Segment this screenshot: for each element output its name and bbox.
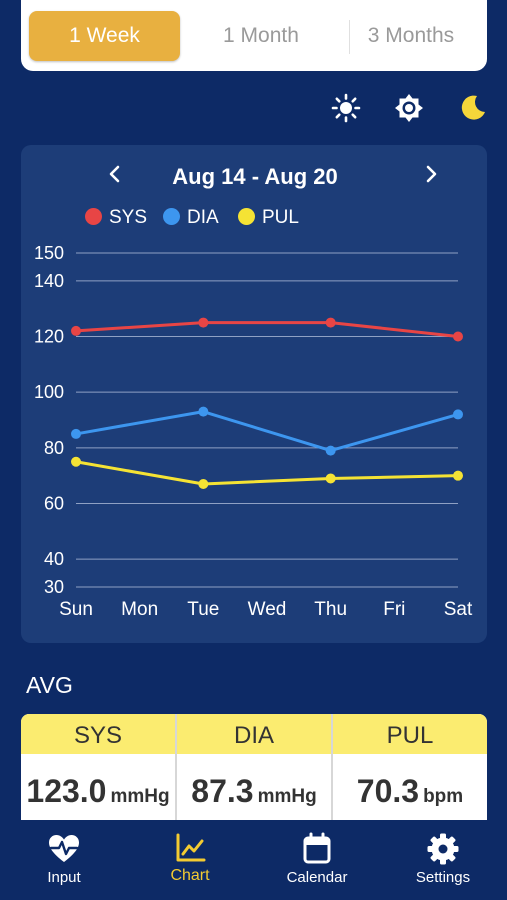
legend-sys-label: SYS (109, 207, 148, 228)
moon-icon[interactable] (458, 93, 488, 123)
nav-settings[interactable]: Settings (393, 820, 493, 900)
sun-icon[interactable] (331, 93, 361, 123)
avg-sys-value: 123.0 (26, 773, 107, 809)
avg-pul-value: 70.3 (356, 773, 420, 809)
avg-pul: PUL 70.3 bpm (333, 714, 487, 820)
avg-dia-value-row: 87.3 mmHg (177, 754, 331, 820)
avg-dia: DIA 87.3 mmHg (177, 714, 331, 820)
nav-calendar-label: Calendar (286, 869, 348, 886)
avg-sys-unit: mmHg (110, 786, 170, 807)
tab-1-month[interactable]: 1 Month (223, 24, 299, 47)
legend-pul: PUL (238, 207, 299, 229)
nav-input-label: Input (47, 869, 81, 886)
avg-dia-value: 87.3 (191, 773, 254, 809)
nav-chart[interactable]: Chart (140, 820, 240, 900)
avg-title: AVG (26, 672, 73, 698)
avg-dia-label: DIA (177, 714, 331, 754)
avg-divider (331, 714, 333, 820)
legend-dia: DIA (163, 207, 219, 229)
tab-divider (349, 20, 350, 54)
avg-table: SYS 123.0 mmHg DIA 87.3 mmHg PUL 70.3 bpm (21, 714, 487, 820)
tab-1-week[interactable]: 1 Week (29, 11, 180, 61)
range-tabs: 1 Week 1 Month 3 Months (21, 0, 487, 71)
avg-pul-unit: bpm (423, 786, 464, 807)
legend-pul-label: PUL (262, 207, 299, 228)
nav-chart-label: Chart (170, 867, 210, 884)
line-chart-icon (176, 833, 206, 862)
avg-dia-unit: mmHg (257, 786, 317, 807)
calendar-icon (303, 832, 331, 864)
gear-icon (427, 833, 459, 865)
brightness-icon[interactable] (394, 93, 424, 123)
avg-pul-value-row: 70.3 bpm (333, 754, 487, 820)
bottom-nav: Input Chart Calendar Settings (0, 820, 507, 900)
legend-sys: SYS (85, 207, 147, 229)
legend-pul-dot (238, 208, 255, 225)
heart-pulse-icon (49, 835, 79, 862)
nav-calendar[interactable]: Calendar (267, 820, 367, 900)
chart-card (21, 145, 487, 643)
chevron-left-icon[interactable] (100, 158, 130, 190)
nav-input[interactable]: Input (14, 820, 114, 900)
avg-divider (175, 714, 177, 820)
chevron-right-icon[interactable] (416, 158, 446, 190)
avg-pul-label: PUL (333, 714, 487, 754)
legend-sys-dot (85, 208, 102, 225)
avg-sys: SYS 123.0 mmHg (21, 714, 175, 820)
avg-sys-label: SYS (21, 714, 175, 754)
legend-dia-label: DIA (187, 207, 219, 228)
nav-settings-label: Settings (415, 869, 471, 886)
avg-sys-value-row: 123.0 mmHg (21, 754, 175, 820)
date-range: Aug 14 - Aug 20 (172, 164, 338, 189)
tab-3-months[interactable]: 3 Months (367, 24, 455, 47)
legend-dia-dot (163, 208, 180, 225)
